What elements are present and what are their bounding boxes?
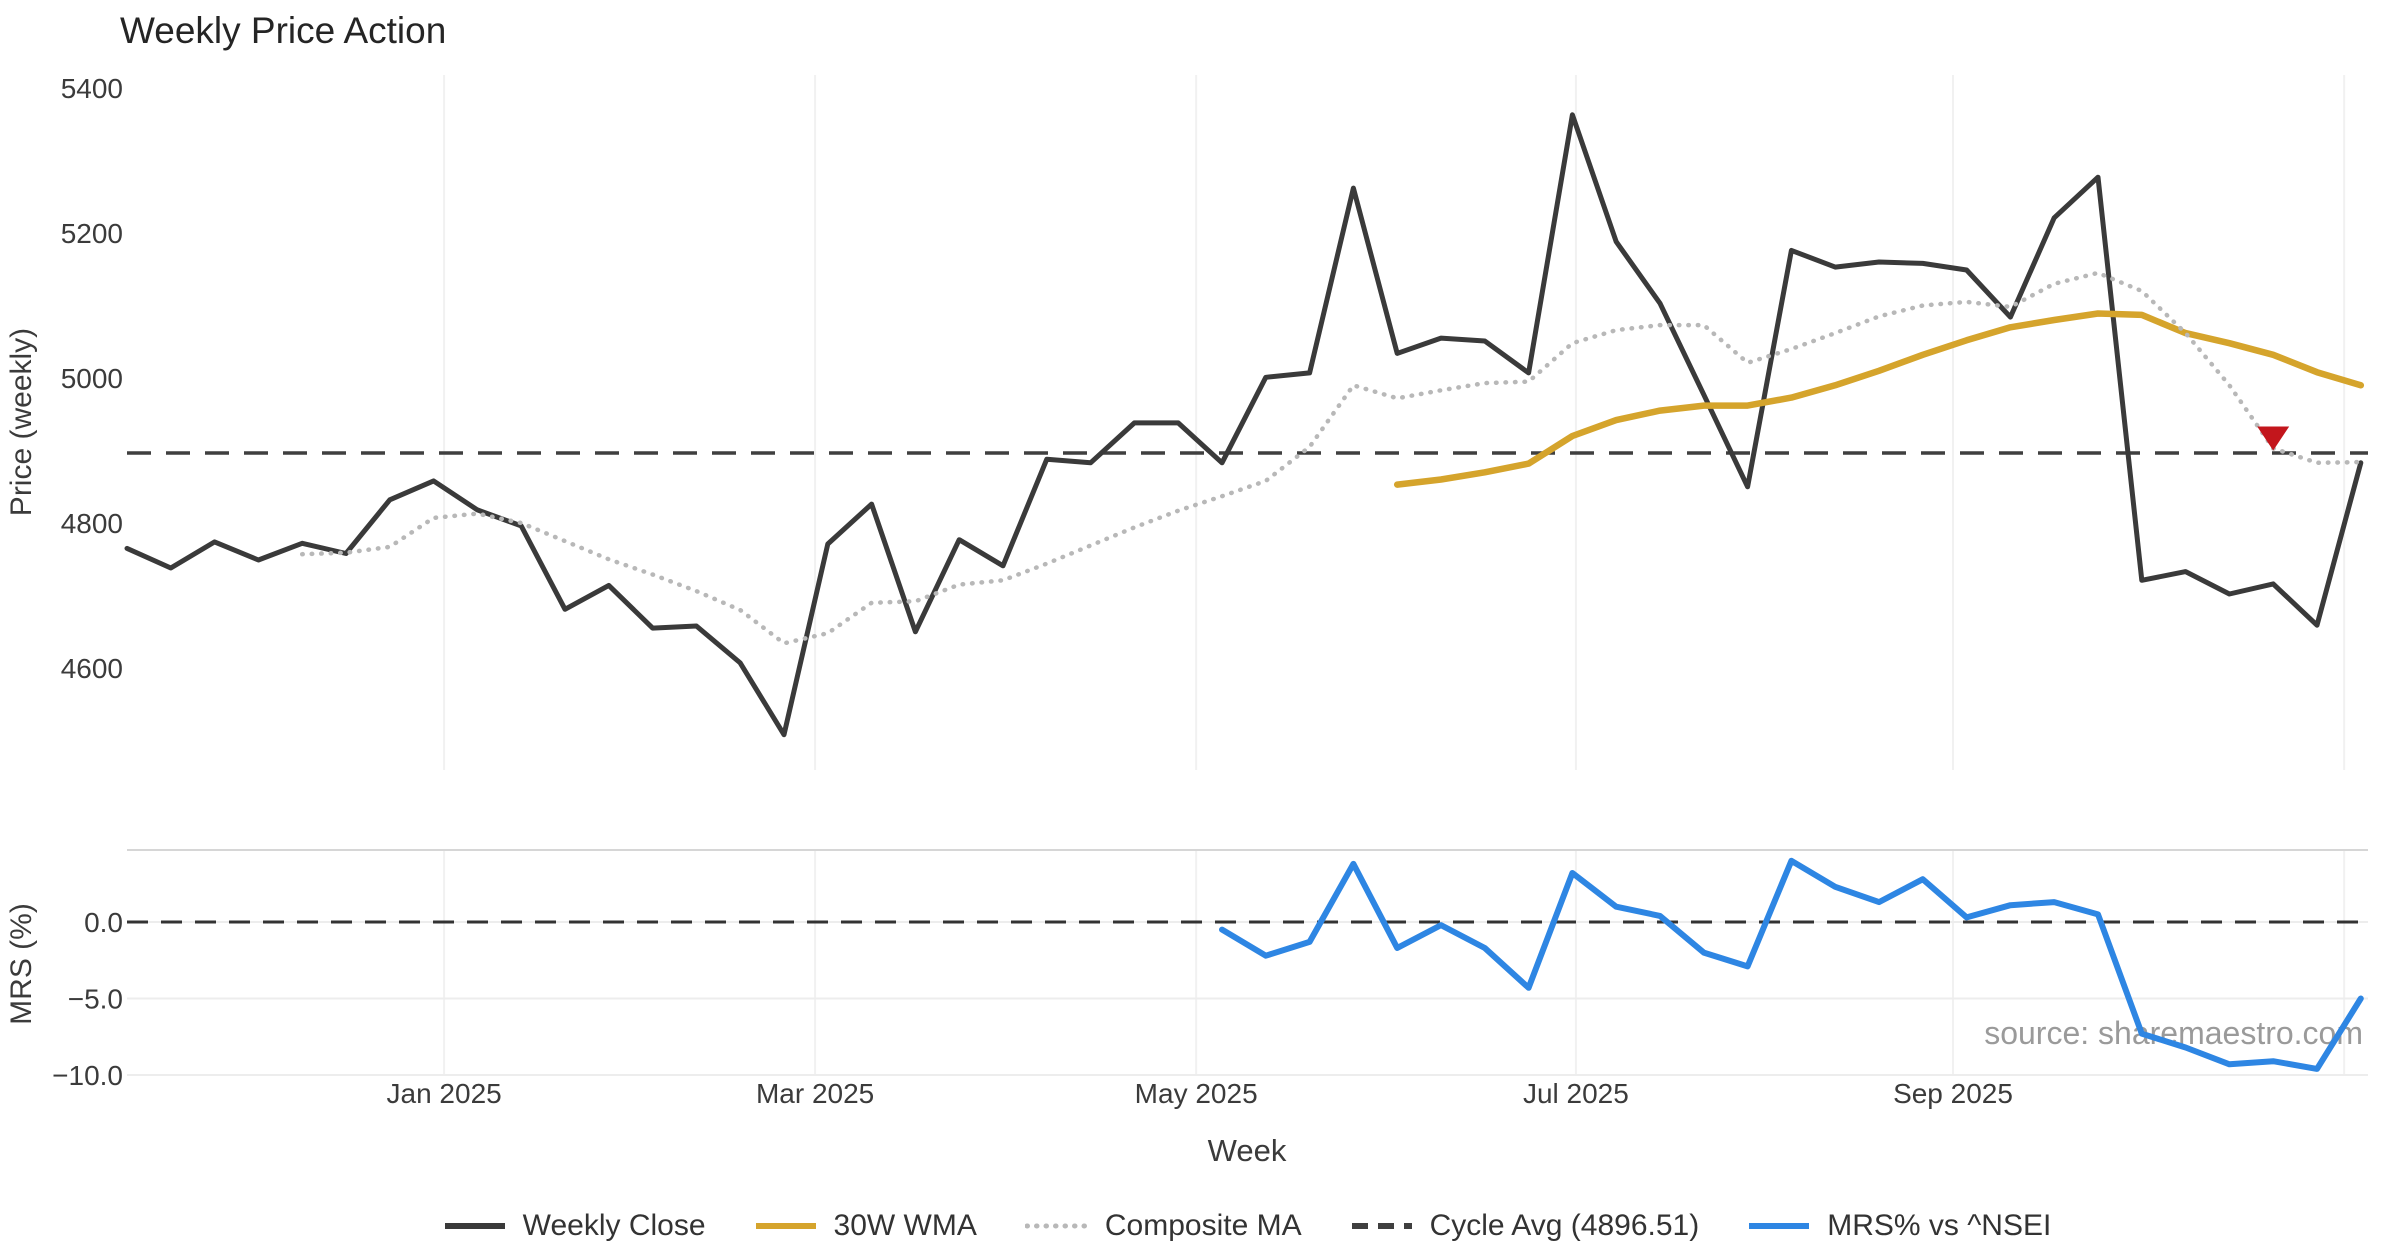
mrs-vs-nsei-line xyxy=(1219,857,2364,1072)
legend-label: Weekly Close xyxy=(522,1209,706,1242)
legend-label: MRS% vs ^NSEI xyxy=(1827,1209,2052,1242)
x-tick-label: Jan 2025 xyxy=(387,1078,502,1109)
legend-swatch-dotted xyxy=(1024,1223,1089,1229)
legend-swatch-solid xyxy=(444,1223,505,1229)
x-tick-label: May 2025 xyxy=(1135,1078,1258,1109)
x-tick-label: Jul 2025 xyxy=(1523,1078,1629,1109)
price-tick-label: 4600 xyxy=(61,653,123,684)
legend-swatch-dashed xyxy=(1351,1223,1412,1229)
x-axis-title: Week xyxy=(1207,1133,1287,1168)
sell-signal-marker-icon xyxy=(2257,426,2290,451)
legend-label: Cycle Avg (4896.51) xyxy=(1429,1209,1700,1242)
price-tick-label: 5000 xyxy=(61,363,123,394)
legend-swatch-solid xyxy=(1749,1223,1810,1229)
mrs-tick-label: −5.0 xyxy=(68,984,123,1015)
mrs-axis-title: MRS (%) xyxy=(5,903,38,1025)
x-tick-label: Sep 2025 xyxy=(1893,1078,2013,1109)
legend-swatch-solid xyxy=(755,1223,816,1229)
mrs-tick-label: 0.0 xyxy=(84,907,123,938)
price-tick-label: 4800 xyxy=(61,508,123,539)
30w-wma-line xyxy=(1393,310,2365,488)
chart-legend: Weekly Close 30W WMA Composite MA Cycle Avg… xyxy=(127,1196,2367,1256)
price-axis-title: Price (weekly) xyxy=(5,327,38,517)
legend-item-30w-wma[interactable]: 30W WMA xyxy=(754,1209,977,1243)
mrs-tick-label: −10.0 xyxy=(52,1060,123,1091)
composite-ma-line xyxy=(299,270,2364,646)
price-tick-label: 5400 xyxy=(61,73,123,104)
legend-item-cycle-avg-4896-51[interactable]: Cycle Avg (4896.51) xyxy=(1350,1209,1700,1243)
x-tick-label: Mar 2025 xyxy=(756,1078,874,1109)
legend-item-mrs-vs-nsei[interactable]: MRS% vs ^NSEI xyxy=(1747,1209,2051,1243)
legend-item-composite-ma[interactable]: Composite MA xyxy=(1024,1209,1302,1243)
weekly-close-line xyxy=(124,112,2364,738)
legend-item-weekly-close[interactable]: Weekly Close xyxy=(443,1209,706,1243)
page-title: Weekly Price Action xyxy=(120,10,447,51)
legend-label: Composite MA xyxy=(1104,1209,1302,1242)
legend-label: 30W WMA xyxy=(833,1209,977,1242)
price-tick-label: 5200 xyxy=(61,218,123,249)
